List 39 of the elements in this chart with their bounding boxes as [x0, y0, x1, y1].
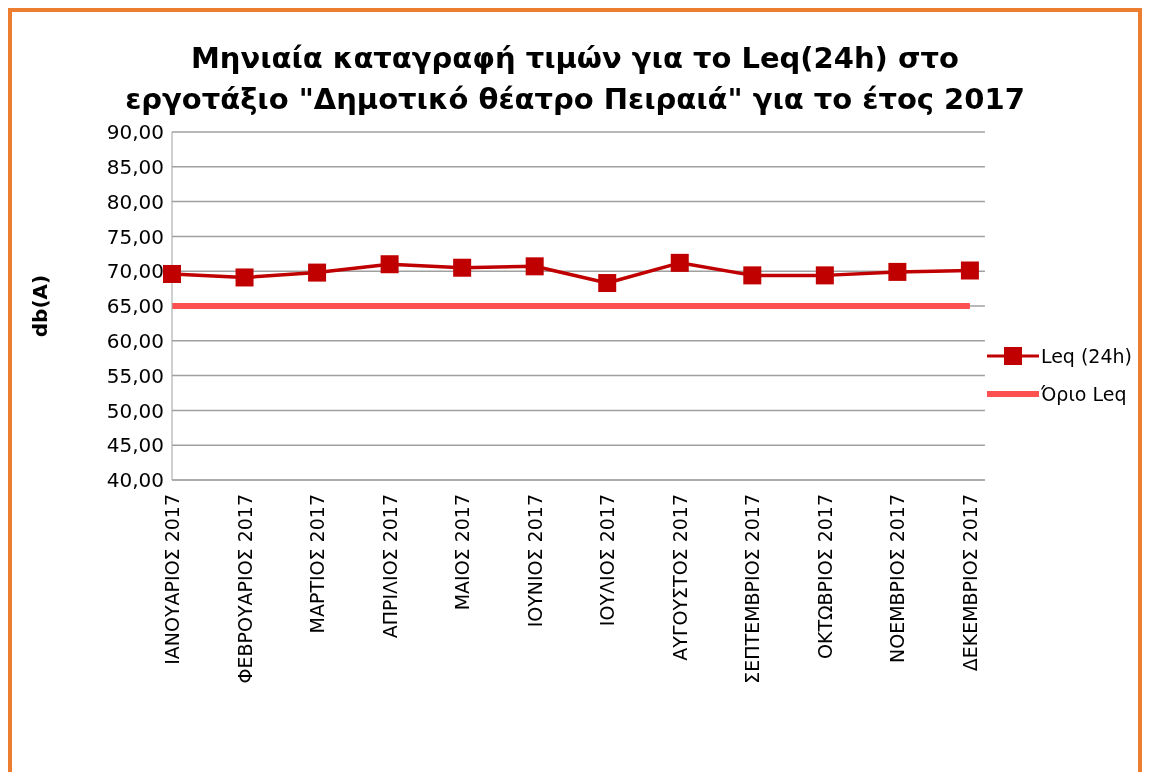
y-tick-label: 90,00	[106, 120, 164, 145]
legend-label: Leq (24h)	[1040, 345, 1132, 367]
point	[743, 266, 762, 285]
x-tick-label: ΔΕΚΕΜΒΡΙΟΣ 2017	[958, 494, 981, 672]
x-tick-label: ΜΑΙΟΣ 2017	[451, 494, 474, 611]
x-tick-label: ΑΥΓΟΥΣΤΟΣ 2017	[668, 494, 691, 661]
point	[163, 264, 181, 283]
y-axis-title: db(A)	[28, 274, 53, 338]
y-tick-label: 65,00	[106, 294, 164, 319]
x-tick-label: ΜΑΡΤΙΟΣ 2017	[306, 494, 329, 634]
y-tick-label: 45,00	[106, 433, 164, 458]
x-tick-label: ΙΟΥΛΙΟΣ 2017	[596, 494, 619, 627]
y-tick-label: 50,00	[106, 398, 164, 423]
y-tick-label: 85,00	[106, 154, 164, 179]
y-tick-label: 75,00	[106, 224, 164, 249]
point	[235, 268, 254, 287]
y-tick-label: 60,00	[106, 328, 164, 353]
point	[670, 253, 689, 272]
point	[888, 262, 907, 281]
y-tick-label: 40,00	[106, 468, 164, 493]
point	[380, 255, 399, 274]
point	[960, 261, 979, 280]
y-tick-label: 80,00	[106, 189, 164, 214]
legend-label: Όριο Leq	[1040, 383, 1127, 405]
x-tick-label: ΟΚΤΩΒΡΙΟΣ 2017	[813, 494, 836, 659]
point	[308, 263, 327, 282]
y-tick-label: 70,00	[106, 259, 164, 284]
x-tick-label: ΙΟΥΝΙΟΣ 2017	[523, 494, 546, 628]
x-tick-label: ΦΕΒΡΟΥΑΡΙΟΣ 2017	[233, 494, 256, 684]
chart-title: Μηνιαία καταγραφή τιμών για το Leq(24h) στο εργοτάξιο "Δημοτικό θέατρο Πειραιά" για το έτος 2017	[125, 40, 1025, 118]
x-tick-label: ΣΕΠΤΕΜΒΡΙΟΣ 2017	[741, 494, 764, 684]
y-tick-label: 55,00	[106, 363, 164, 388]
point	[815, 266, 834, 285]
point	[525, 257, 544, 276]
x-tick-label: ΙΑΝΟΥΑΡΙΟΣ 2017	[161, 494, 183, 665]
x-tick-label: ΝΟΕΜΒΡΙΟΣ 2017	[886, 494, 909, 664]
point	[598, 274, 617, 293]
point	[453, 258, 472, 277]
x-tick-label: ΑΠΡΙΛΙΟΣ 2017	[378, 494, 401, 639]
